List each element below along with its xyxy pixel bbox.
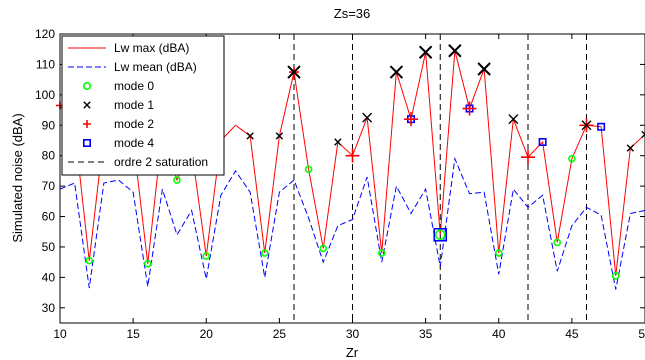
marker-mode-4	[538, 137, 547, 146]
x-tick-label: 30	[346, 327, 360, 341]
marker-mode-1	[362, 112, 373, 123]
x-axis-title: Zr	[346, 345, 359, 360]
marker-mode-0	[202, 252, 211, 260]
x-tick-label: 25	[273, 327, 287, 341]
marker-mode-1	[334, 138, 342, 146]
marker-mode-0	[611, 272, 620, 280]
marker-mode-1	[508, 114, 519, 125]
legend-label: mode 4	[114, 136, 154, 150]
marker-mode-0	[553, 238, 562, 247]
marker-mode-1	[626, 144, 635, 152]
marker-mode-1	[641, 130, 645, 139]
y-tick-label: 100	[35, 88, 55, 102]
y-tick-label: 30	[42, 301, 56, 315]
legend-sample-mode-0	[83, 82, 92, 91]
chart-title: Zs=36	[334, 6, 371, 21]
x-tick-label: 45	[565, 327, 579, 341]
marker-mode-0	[494, 249, 503, 257]
marker-mode-0	[143, 259, 152, 268]
y-tick-label: 80	[42, 149, 56, 163]
y-tick-label: 70	[42, 179, 56, 193]
y-tick-label: 60	[42, 210, 56, 224]
marker-mode-0	[377, 249, 386, 257]
x-tick-label: 50	[638, 327, 645, 341]
legend-label: Lw max (dBA)	[114, 41, 189, 55]
x-tick-label: 35	[419, 327, 433, 341]
marker-mode-0	[304, 165, 313, 174]
legend-sample-mode-1	[83, 101, 91, 109]
marker-mode-1	[448, 44, 462, 58]
marker-mode-1	[246, 132, 254, 140]
series-line-lw-mean	[59, 156, 645, 290]
marker-mode-0	[568, 154, 576, 163]
marker-mode-0	[434, 229, 446, 241]
legend: Lw max (dBA) Lw mean (dBA) mode 0 mode 1 mod…	[61, 35, 225, 176]
y-tick-label: 50	[42, 240, 56, 254]
marker-mode-0	[85, 256, 94, 265]
legend-label: mode 2	[114, 117, 154, 131]
marker-mode-1	[389, 65, 404, 79]
x-tick-label: 15	[126, 327, 140, 341]
marker-mode-0	[319, 244, 328, 253]
legend-sample-mode-4	[83, 139, 92, 148]
marker-mode-0	[260, 249, 269, 257]
x-tick-label: 40	[492, 327, 506, 341]
marker-mode-1	[287, 65, 301, 79]
y-tick-label: 90	[42, 118, 56, 132]
marker-mode-1	[275, 132, 284, 140]
marker-mode-0	[173, 176, 181, 184]
marker-mode-2	[521, 150, 535, 165]
marker-mode-1	[581, 120, 592, 131]
legend-box	[61, 35, 225, 176]
legend-sample-mode-2	[83, 120, 91, 128]
marker-mode-4	[597, 122, 606, 131]
legend-label: Lw mean (dBA)	[114, 60, 197, 74]
legend-label: mode 0	[114, 79, 154, 93]
y-tick-label: 120	[35, 27, 55, 41]
marker-mode-2	[345, 148, 360, 163]
marker-mode-4	[433, 227, 448, 242]
y-tick-label: 110	[36, 57, 55, 71]
x-tick-label: 20	[200, 327, 214, 341]
marker-mode-2	[404, 112, 418, 127]
y-tick-label: 40	[42, 270, 56, 284]
legend-label: mode 1	[114, 98, 154, 112]
x-tick-label: 10	[53, 327, 67, 341]
y-axis-title: Simulated noise (dBA)	[10, 113, 25, 242]
marker-mode-1	[418, 45, 433, 59]
marker-mode-1	[477, 62, 491, 76]
marker-mode-2	[462, 101, 477, 116]
legend-label: ordre 2 saturation	[114, 155, 208, 169]
